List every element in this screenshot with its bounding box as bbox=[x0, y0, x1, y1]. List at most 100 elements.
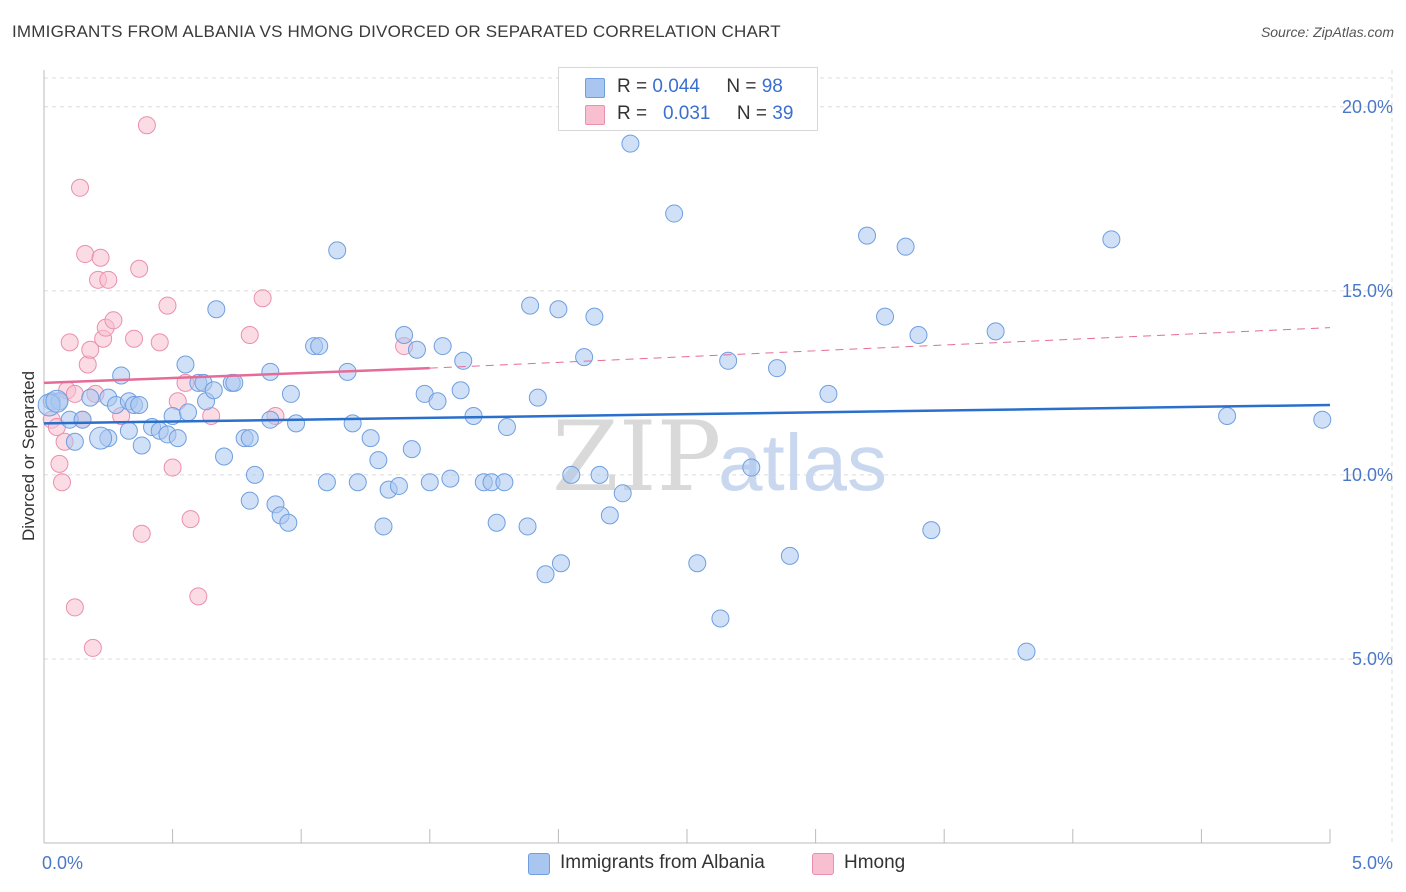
hmong-r-value: 0.031 bbox=[662, 103, 711, 124]
albania-point bbox=[89, 426, 113, 450]
source-note: Source: ZipAtlas.com bbox=[1260, 24, 1394, 40]
albania-point bbox=[518, 517, 537, 536]
albania-point bbox=[215, 447, 234, 466]
albania-point bbox=[487, 513, 506, 532]
y-tick-label: 10.0% bbox=[1342, 465, 1393, 485]
albania-point bbox=[621, 134, 640, 153]
albania-point bbox=[317, 473, 336, 492]
hmong-point bbox=[150, 333, 169, 352]
x-tick-label: 5.0% bbox=[1352, 853, 1393, 873]
hmong-legend-swatch bbox=[812, 853, 834, 875]
albania-point bbox=[119, 421, 138, 440]
albania-point bbox=[575, 348, 594, 367]
albania-point bbox=[1017, 642, 1036, 661]
albania-legend-swatch bbox=[528, 853, 550, 875]
albania-point bbox=[112, 366, 131, 385]
albania-point bbox=[428, 392, 447, 411]
hmong-point bbox=[60, 333, 79, 352]
albania-point bbox=[240, 429, 259, 448]
albania-point bbox=[922, 521, 941, 540]
watermark-atlas: atlas bbox=[718, 418, 887, 507]
albania-point bbox=[407, 340, 426, 359]
albania-point bbox=[261, 362, 280, 381]
albania-point bbox=[328, 241, 347, 260]
trend-lines bbox=[43, 327, 1331, 425]
albania-point bbox=[896, 237, 915, 256]
hmong-point bbox=[181, 510, 200, 529]
albania-point bbox=[441, 469, 460, 488]
hmong-point bbox=[125, 329, 144, 348]
albania-point bbox=[551, 554, 570, 573]
hmong-point bbox=[104, 311, 123, 330]
albania-r-label: R = bbox=[617, 76, 648, 97]
albania-point bbox=[711, 609, 730, 628]
hmong-point bbox=[130, 259, 149, 278]
albania-point bbox=[207, 300, 226, 319]
hmong-point bbox=[253, 289, 272, 308]
x-tick-label: 0.0% bbox=[42, 853, 83, 873]
hmong-swatch bbox=[585, 105, 605, 125]
hmong-point bbox=[71, 178, 90, 197]
hmong-trend-line bbox=[43, 366, 430, 385]
albania-n-value: 98 bbox=[761, 76, 783, 97]
correlation-legend: R = 0.044 N = 98 R = 0.031 N = 39 bbox=[558, 67, 818, 131]
hmong-point bbox=[53, 473, 72, 492]
albania-point bbox=[433, 337, 452, 356]
albania-point bbox=[688, 554, 707, 573]
albania-point bbox=[768, 359, 787, 378]
hmong-point bbox=[99, 270, 118, 289]
albania-point bbox=[130, 395, 149, 414]
albania-swatch bbox=[585, 78, 605, 98]
albania-point bbox=[665, 204, 684, 223]
hmong-point bbox=[50, 454, 69, 473]
hmong-r-label: R = bbox=[617, 103, 648, 124]
albania-point bbox=[528, 388, 547, 407]
albania-points bbox=[37, 134, 1332, 661]
albania-point bbox=[179, 403, 198, 422]
albania-point bbox=[132, 436, 151, 455]
albania-point bbox=[454, 351, 473, 370]
hmong-point bbox=[65, 598, 84, 617]
albania-point bbox=[287, 414, 306, 433]
hmong-point bbox=[81, 340, 100, 359]
hmong-point bbox=[189, 587, 208, 606]
albania-point bbox=[343, 414, 362, 433]
y-tick-labels: 5.0% 10.0% 15.0% 20.0% bbox=[1342, 97, 1393, 669]
albania-n-label: N = bbox=[726, 76, 757, 97]
albania-point bbox=[780, 546, 799, 565]
albania-point bbox=[374, 517, 393, 536]
albania-point bbox=[369, 451, 388, 470]
albania-point bbox=[549, 300, 568, 319]
albania-r-value: 0.044 bbox=[652, 76, 700, 97]
hmong-point bbox=[158, 296, 177, 315]
hmong-legend-label: Hmong bbox=[844, 852, 906, 873]
albania-point bbox=[719, 351, 738, 370]
albania-point bbox=[168, 429, 187, 448]
hmong-point bbox=[91, 248, 110, 267]
albania-point bbox=[909, 326, 928, 345]
albania-point bbox=[402, 440, 421, 459]
hmong-n-label: N = bbox=[736, 103, 768, 124]
albania-point bbox=[536, 565, 555, 584]
albania-point bbox=[876, 307, 895, 326]
albania-point bbox=[1313, 410, 1332, 429]
hmong-point bbox=[163, 458, 182, 477]
albania-trend-line bbox=[43, 403, 1331, 425]
hmong-point bbox=[65, 384, 84, 403]
hmong-point bbox=[137, 116, 156, 135]
albania-point bbox=[73, 410, 92, 429]
albania-point bbox=[281, 384, 300, 403]
watermark-zip: ZIP bbox=[552, 401, 721, 513]
albania-point bbox=[395, 326, 414, 345]
chart-title: IMMIGRANTS FROM ALBANIA VS HMONG DIVORCE… bbox=[12, 22, 781, 41]
hmong-n-value: 39 bbox=[772, 103, 794, 124]
hmong-point bbox=[132, 524, 151, 543]
hmong-point bbox=[240, 326, 259, 345]
albania-point bbox=[81, 388, 100, 407]
x-tick-labels: 0.0% 5.0% bbox=[42, 853, 1393, 873]
albania-point bbox=[204, 381, 223, 400]
albania-point bbox=[613, 484, 632, 503]
albania-point bbox=[45, 389, 69, 413]
albania-point bbox=[562, 465, 581, 484]
